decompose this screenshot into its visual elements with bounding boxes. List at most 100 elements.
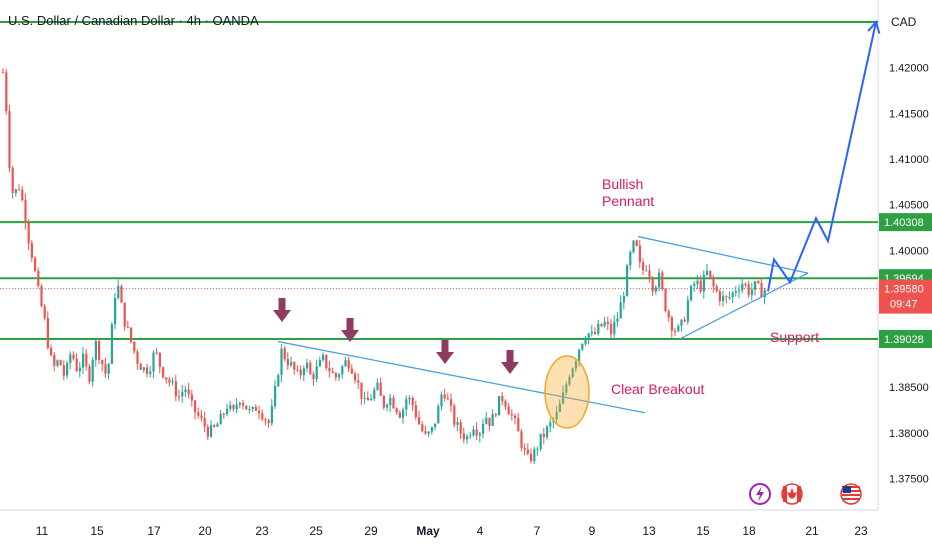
candle[interactable] bbox=[731, 291, 734, 304]
candle[interactable] bbox=[376, 378, 379, 391]
candle[interactable] bbox=[462, 427, 465, 444]
candle[interactable] bbox=[155, 347, 158, 355]
candle[interactable] bbox=[546, 424, 549, 440]
candle[interactable] bbox=[674, 327, 677, 337]
candle[interactable] bbox=[510, 409, 513, 421]
candle[interactable] bbox=[290, 357, 293, 368]
candle[interactable] bbox=[571, 367, 574, 379]
candle[interactable] bbox=[363, 391, 366, 405]
candle[interactable] bbox=[421, 421, 424, 433]
candle[interactable] bbox=[107, 362, 110, 380]
candle[interactable] bbox=[101, 359, 104, 372]
candle[interactable] bbox=[104, 357, 107, 379]
candle[interactable] bbox=[245, 405, 248, 410]
candle[interactable] bbox=[706, 264, 709, 277]
candle[interactable] bbox=[482, 418, 485, 439]
candle[interactable] bbox=[629, 250, 632, 271]
pennant-lower-line[interactable] bbox=[679, 272, 809, 340]
candle[interactable] bbox=[558, 399, 561, 413]
candle[interactable] bbox=[405, 395, 408, 417]
candle[interactable] bbox=[8, 104, 11, 173]
candle[interactable] bbox=[613, 315, 616, 340]
candle[interactable] bbox=[536, 446, 539, 456]
candle[interactable] bbox=[206, 424, 209, 441]
candle[interactable] bbox=[264, 417, 267, 426]
candle[interactable] bbox=[610, 319, 613, 339]
candle[interactable] bbox=[466, 433, 469, 444]
candle[interactable] bbox=[357, 373, 360, 389]
candle[interactable] bbox=[734, 286, 737, 297]
candle[interactable] bbox=[738, 284, 741, 299]
candle[interactable] bbox=[456, 417, 459, 432]
candle[interactable] bbox=[619, 295, 622, 319]
candle[interactable] bbox=[664, 288, 667, 313]
candle[interactable] bbox=[117, 279, 120, 300]
candle[interactable] bbox=[555, 405, 558, 425]
candle[interactable] bbox=[402, 407, 405, 424]
candle[interactable] bbox=[542, 427, 545, 445]
candle[interactable] bbox=[427, 431, 430, 437]
candle[interactable] bbox=[526, 443, 529, 456]
candle[interactable] bbox=[187, 382, 190, 399]
candle[interactable] bbox=[670, 315, 673, 338]
candle[interactable] bbox=[366, 391, 369, 401]
candle[interactable] bbox=[760, 277, 763, 298]
candle[interactable] bbox=[158, 352, 161, 374]
candle[interactable] bbox=[267, 418, 270, 428]
candle[interactable] bbox=[146, 363, 149, 377]
candle[interactable] bbox=[622, 291, 625, 310]
candle[interactable] bbox=[142, 366, 145, 373]
candle[interactable] bbox=[757, 279, 760, 285]
candle[interactable] bbox=[725, 295, 728, 304]
candle[interactable] bbox=[350, 364, 353, 375]
candle[interactable] bbox=[459, 419, 462, 440]
candle[interactable] bbox=[50, 344, 53, 357]
candle[interactable] bbox=[174, 374, 177, 402]
candle[interactable] bbox=[238, 401, 241, 409]
candle[interactable] bbox=[382, 394, 385, 410]
candle[interactable] bbox=[626, 263, 629, 297]
candle[interactable] bbox=[504, 399, 507, 411]
candle[interactable] bbox=[686, 295, 689, 325]
candle[interactable] bbox=[37, 267, 40, 288]
candle[interactable] bbox=[603, 317, 606, 328]
candle[interactable] bbox=[162, 366, 165, 379]
candle[interactable] bbox=[56, 359, 59, 368]
candle[interactable] bbox=[635, 239, 638, 247]
candle[interactable] bbox=[430, 426, 433, 435]
candle[interactable] bbox=[194, 399, 197, 420]
candle[interactable] bbox=[661, 269, 664, 292]
candle[interactable] bbox=[344, 356, 347, 367]
candle[interactable] bbox=[347, 356, 350, 372]
candle[interactable] bbox=[14, 188, 17, 197]
candle[interactable] bbox=[354, 371, 357, 384]
candle[interactable] bbox=[302, 365, 305, 382]
candle[interactable] bbox=[386, 403, 389, 412]
candle[interactable] bbox=[181, 384, 184, 403]
candle[interactable] bbox=[341, 364, 344, 379]
candle[interactable] bbox=[82, 347, 85, 374]
candle[interactable] bbox=[248, 405, 251, 414]
candle[interactable] bbox=[18, 184, 21, 191]
candle[interactable] bbox=[136, 349, 139, 370]
candle[interactable] bbox=[590, 324, 593, 337]
candle[interactable] bbox=[514, 413, 517, 425]
candle[interactable] bbox=[331, 367, 334, 374]
candle[interactable] bbox=[178, 389, 181, 402]
candle[interactable] bbox=[491, 409, 494, 427]
candle[interactable] bbox=[325, 354, 328, 371]
candle[interactable] bbox=[34, 255, 37, 273]
candle[interactable] bbox=[418, 410, 421, 426]
candle[interactable] bbox=[715, 284, 718, 293]
candle[interactable] bbox=[309, 359, 312, 375]
candle[interactable] bbox=[398, 410, 401, 419]
lightning-icon[interactable] bbox=[749, 483, 771, 505]
candle[interactable] bbox=[683, 316, 686, 323]
candle[interactable] bbox=[293, 361, 296, 375]
candle[interactable] bbox=[437, 403, 440, 424]
candle[interactable] bbox=[642, 258, 645, 276]
candle[interactable] bbox=[395, 407, 398, 415]
candle[interactable] bbox=[667, 309, 670, 322]
candle[interactable] bbox=[168, 376, 171, 387]
candle[interactable] bbox=[450, 393, 453, 413]
